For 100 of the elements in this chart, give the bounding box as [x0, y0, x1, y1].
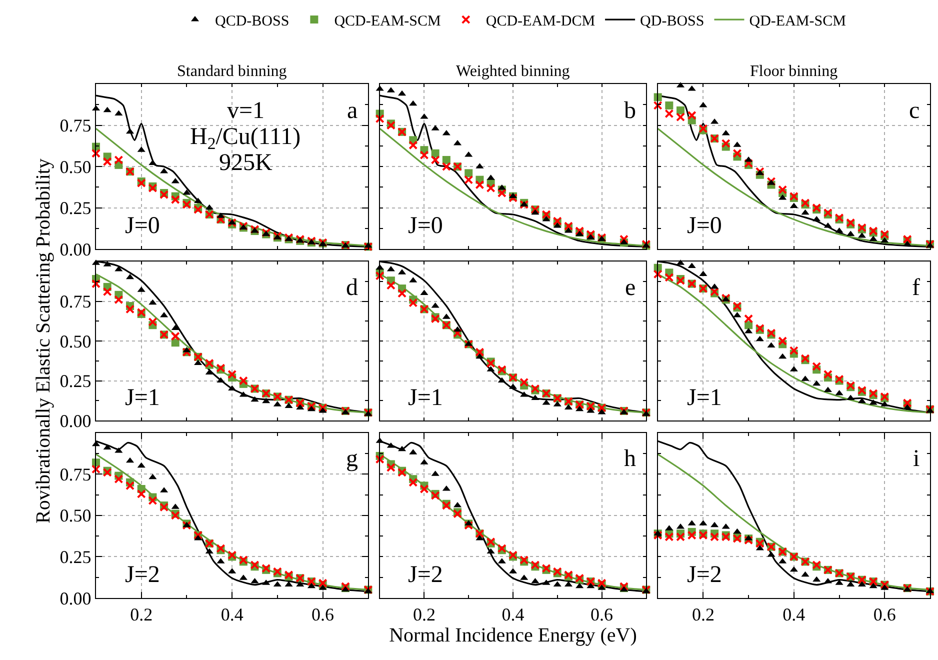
point — [92, 464, 100, 474]
annotation: J=0 — [687, 213, 722, 239]
point — [688, 85, 696, 91]
point — [576, 406, 584, 412]
point — [194, 205, 203, 214]
point — [880, 237, 889, 243]
point — [102, 157, 112, 166]
point — [136, 489, 146, 498]
point — [812, 560, 822, 570]
point — [486, 548, 495, 554]
point — [858, 581, 866, 587]
point — [114, 474, 124, 484]
y-tick-label: 0.75 — [60, 292, 92, 312]
y-tick-label: 0.75 — [60, 116, 92, 136]
point — [676, 106, 685, 114]
point — [318, 407, 327, 413]
point — [486, 184, 496, 193]
point — [408, 478, 418, 487]
x-tick-label: 0.2 — [412, 604, 436, 625]
legend-label: QCD-EAM-DCM — [486, 13, 596, 30]
point — [564, 570, 573, 580]
y-tick-label: 0.00 — [60, 239, 92, 260]
point — [812, 216, 821, 222]
point — [722, 523, 730, 529]
point — [721, 138, 730, 148]
point — [475, 180, 484, 190]
point — [531, 209, 540, 215]
point — [664, 109, 674, 118]
point — [665, 101, 674, 110]
annotation: d — [346, 275, 358, 301]
point — [520, 378, 529, 387]
point — [619, 234, 628, 244]
point — [114, 295, 124, 304]
point — [520, 200, 529, 210]
point — [408, 298, 418, 308]
x-tick-label: 0.6 — [312, 604, 334, 625]
point — [868, 388, 878, 398]
point — [497, 188, 506, 198]
point — [250, 560, 260, 570]
point — [398, 288, 407, 298]
point — [126, 481, 135, 490]
x-tick-label: 0.2 — [130, 604, 153, 625]
point — [307, 582, 316, 588]
annotation: b — [624, 98, 636, 124]
point — [194, 198, 202, 204]
point — [789, 346, 798, 356]
legend-label: QCD-EAM-SCM — [334, 13, 441, 30]
point — [812, 362, 822, 371]
point — [699, 102, 708, 108]
point — [676, 276, 686, 286]
point — [420, 484, 429, 494]
annotation: J=2 — [687, 562, 722, 588]
point — [653, 270, 662, 279]
point — [530, 560, 540, 570]
point — [464, 169, 473, 178]
point — [676, 112, 686, 122]
point — [812, 380, 821, 386]
point — [824, 386, 832, 392]
point — [778, 194, 787, 200]
annotation: J=2 — [125, 562, 160, 588]
point — [756, 544, 764, 550]
point — [846, 230, 855, 236]
point — [306, 236, 316, 246]
annotation: J=1 — [408, 385, 443, 411]
point — [137, 462, 146, 468]
annotation: h — [624, 446, 636, 472]
point — [664, 272, 674, 282]
point — [250, 396, 259, 402]
point — [92, 279, 100, 288]
point — [148, 299, 157, 305]
x-tick-label: 0.4 — [782, 604, 806, 625]
point — [160, 190, 169, 200]
point — [284, 570, 294, 580]
point — [170, 195, 180, 204]
point — [664, 532, 674, 542]
point — [744, 328, 753, 334]
point — [688, 262, 696, 268]
point — [586, 582, 595, 588]
point — [744, 314, 754, 324]
point — [531, 578, 540, 584]
point — [148, 160, 157, 166]
point — [576, 582, 584, 588]
point — [755, 167, 764, 176]
point — [148, 496, 158, 506]
y-tick-label: 0.50 — [60, 506, 92, 526]
point — [733, 528, 742, 534]
point — [420, 290, 428, 296]
point — [409, 100, 418, 106]
point — [238, 376, 248, 386]
point — [778, 353, 787, 359]
point — [228, 370, 237, 379]
point — [148, 317, 158, 326]
x-tick-label: 0.6 — [873, 604, 896, 625]
point — [307, 406, 316, 412]
point — [216, 544, 226, 553]
point — [801, 571, 810, 577]
point — [296, 581, 304, 587]
y-tick-label: 0.00 — [60, 410, 92, 431]
point — [778, 336, 788, 346]
y-tick-label: 0.50 — [60, 156, 92, 177]
